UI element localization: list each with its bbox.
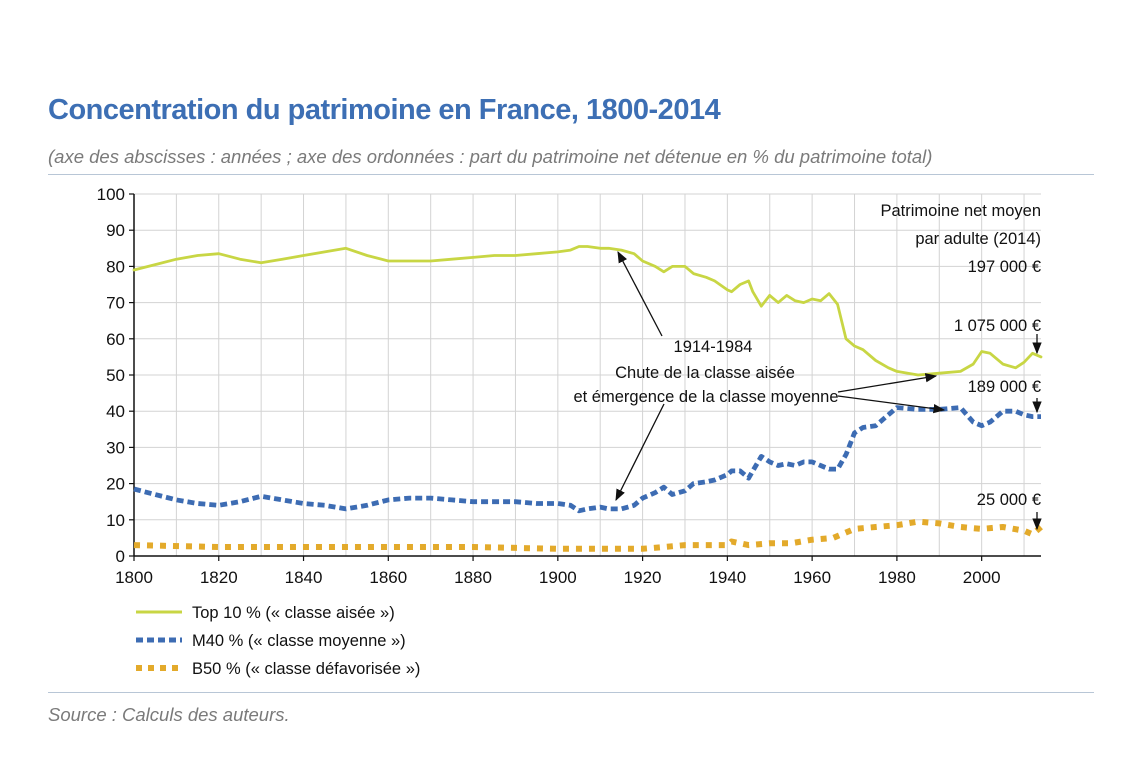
y-tick-label: 50	[106, 366, 125, 385]
y-tick-label: 20	[106, 475, 125, 494]
y-tick-label: 0	[116, 547, 125, 566]
x-tick-label: 1800	[115, 568, 153, 587]
footer-divider	[48, 692, 1094, 693]
axes	[129, 193, 1041, 561]
annotation-texts: 1914-1984 Chute de la classe aisée et ém…	[573, 202, 1041, 509]
series-lines	[132, 245, 1043, 552]
grid-lines	[134, 193, 1041, 556]
arrow-to-top10-right	[837, 373, 938, 393]
x-tick-label: 1960	[793, 568, 831, 587]
y-tick-label: 80	[106, 257, 125, 276]
y-tick-label: 100	[97, 185, 125, 204]
header-divider	[48, 174, 1094, 175]
annotation-m40-value: 189 000 €	[968, 378, 1041, 396]
annotation-b50-value: 25 000 €	[977, 491, 1041, 509]
legend-label-m40: M40 % (« classe moyenne »)	[192, 632, 406, 650]
chart-title: Concentration du patrimoine en France, 1…	[48, 94, 721, 126]
legend: Top 10 % (« classe aisée ») M40 % (« cla…	[136, 604, 420, 678]
x-tick-label: 1900	[539, 568, 577, 587]
x-tick-label: 2000	[963, 568, 1001, 587]
x-tick-label: 1860	[369, 568, 407, 587]
x-tick-label: 1940	[708, 568, 746, 587]
annotation-line1: Chute de la classe aisée	[615, 364, 795, 382]
series-line-top10	[132, 245, 1043, 377]
annotation-top10-value: 1 075 000 €	[954, 317, 1041, 335]
y-tick-label: 40	[106, 402, 125, 421]
x-tick-label: 1920	[624, 568, 662, 587]
legend-label-top10: Top 10 % (« classe aisée »)	[192, 604, 395, 622]
x-tick-label: 1980	[878, 568, 916, 587]
annotation-patrimoine-3: 197 000 €	[968, 258, 1041, 276]
annotation-period: 1914-1984	[674, 338, 753, 356]
y-tick-label: 10	[106, 511, 125, 530]
source-note: Source : Calculs des auteurs.	[48, 704, 290, 725]
arrow-to-m40-right	[837, 395, 946, 414]
annotation-arrows	[615, 250, 1042, 531]
series-line-b50	[133, 518, 1043, 552]
y-tick-label: 90	[106, 221, 125, 240]
arrow-to-top10	[617, 250, 663, 337]
x-tick-label: 1880	[454, 568, 492, 587]
y-tick-label: 60	[106, 330, 125, 349]
series-line-m40	[133, 405, 1041, 514]
annotation-line2: et émergence de la classe moyenne	[573, 388, 838, 406]
y-tick-label: 30	[106, 438, 125, 457]
legend-label-b50: B50 % (« classe défavorisée »)	[192, 660, 420, 678]
tick-labels: 0 10 20 30 40 50 60 70 80 90 100 1800 1820 1840 1860 18…	[97, 185, 1001, 587]
annotation-patrimoine-1: Patrimoine net moyen	[881, 202, 1042, 220]
chart-subtitle: (axe des abscisses : années ; axe des or…	[48, 146, 933, 167]
y-tick-label: 70	[106, 294, 125, 313]
x-tick-label: 1840	[285, 568, 323, 587]
arrow-to-m40	[615, 403, 665, 502]
annotation-patrimoine-2: par adulte (2014)	[915, 230, 1041, 248]
x-tick-label: 1820	[200, 568, 238, 587]
